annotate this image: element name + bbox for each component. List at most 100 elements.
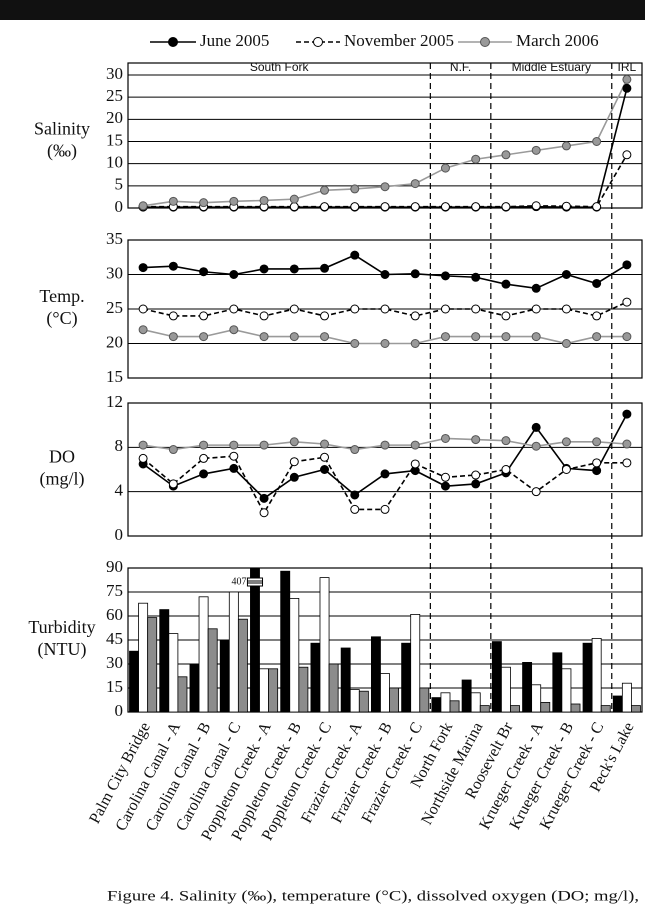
point	[289, 304, 299, 314]
bar	[159, 609, 170, 712]
bar	[561, 668, 572, 712]
y-tick-label: 25	[106, 298, 123, 317]
bar	[449, 700, 460, 712]
point	[380, 270, 390, 279]
point	[199, 198, 209, 208]
bar	[198, 596, 209, 712]
y-tick-label: 30	[106, 653, 123, 672]
y-tick-label: 0	[115, 701, 124, 720]
bar	[431, 697, 442, 712]
point	[259, 311, 269, 321]
point	[440, 202, 450, 212]
point	[410, 269, 420, 279]
point	[501, 150, 511, 160]
point	[350, 184, 360, 194]
region-label: South Fork	[250, 60, 310, 74]
y-tick-label: 5	[115, 175, 124, 194]
bar	[510, 705, 520, 712]
point	[380, 182, 390, 192]
point	[168, 311, 178, 321]
point	[289, 202, 299, 212]
value-label: 407	[231, 576, 246, 587]
legend-marker	[313, 37, 323, 47]
point	[259, 195, 269, 205]
point	[289, 264, 299, 274]
point	[501, 279, 511, 289]
point	[350, 339, 360, 348]
point	[531, 145, 541, 155]
point	[320, 439, 330, 449]
point	[622, 260, 632, 270]
point	[622, 332, 632, 342]
bar	[250, 568, 260, 712]
point	[199, 440, 209, 450]
point	[471, 202, 481, 212]
bar	[177, 676, 188, 712]
point	[410, 202, 420, 212]
point	[471, 272, 481, 282]
bar	[138, 602, 149, 712]
bar	[531, 684, 542, 712]
point	[410, 459, 420, 469]
point	[259, 508, 269, 518]
point	[138, 263, 148, 273]
point	[229, 304, 239, 314]
bar	[168, 633, 179, 712]
point	[350, 490, 360, 500]
bar	[310, 642, 321, 712]
y-tick-label: 90	[106, 557, 123, 576]
point	[259, 493, 269, 503]
plot-frame	[127, 402, 643, 537]
point	[138, 440, 148, 450]
bar	[540, 702, 551, 712]
point	[531, 304, 541, 314]
point	[350, 504, 360, 514]
point	[320, 311, 330, 321]
point	[501, 332, 511, 342]
bar	[631, 705, 641, 712]
y-tick-label: 45	[106, 629, 123, 648]
point	[289, 194, 299, 204]
point	[199, 311, 209, 321]
point	[259, 332, 269, 342]
point	[350, 445, 360, 455]
y-tick-label: 12	[106, 392, 123, 411]
y-tick-label: 15	[106, 130, 123, 149]
point	[410, 440, 420, 450]
point	[561, 201, 571, 211]
point	[622, 409, 632, 419]
point	[471, 479, 481, 489]
legend-label: June 2005	[200, 31, 269, 50]
point	[561, 304, 571, 314]
bar	[189, 663, 200, 712]
point	[622, 74, 632, 84]
point	[168, 479, 178, 489]
point	[199, 267, 209, 277]
point	[440, 481, 450, 491]
series-line	[142, 301, 628, 317]
y-axis-label: Turbidity	[28, 617, 95, 637]
point	[501, 311, 511, 321]
point	[168, 445, 178, 455]
point	[592, 466, 602, 476]
bar	[582, 642, 593, 712]
bar	[501, 666, 511, 712]
point	[471, 332, 481, 342]
bar	[340, 647, 351, 712]
point	[259, 264, 269, 274]
bar	[552, 652, 563, 712]
point	[471, 435, 481, 445]
y-axis-label: (°C)	[46, 308, 77, 329]
point	[501, 465, 511, 474]
point	[168, 261, 178, 271]
point	[380, 339, 390, 348]
bar	[228, 591, 239, 712]
point	[380, 469, 390, 479]
bar	[319, 577, 330, 712]
point	[531, 487, 541, 497]
bar	[328, 663, 339, 712]
point	[289, 332, 299, 342]
point	[138, 201, 148, 211]
bar	[289, 598, 300, 712]
point	[622, 297, 632, 307]
